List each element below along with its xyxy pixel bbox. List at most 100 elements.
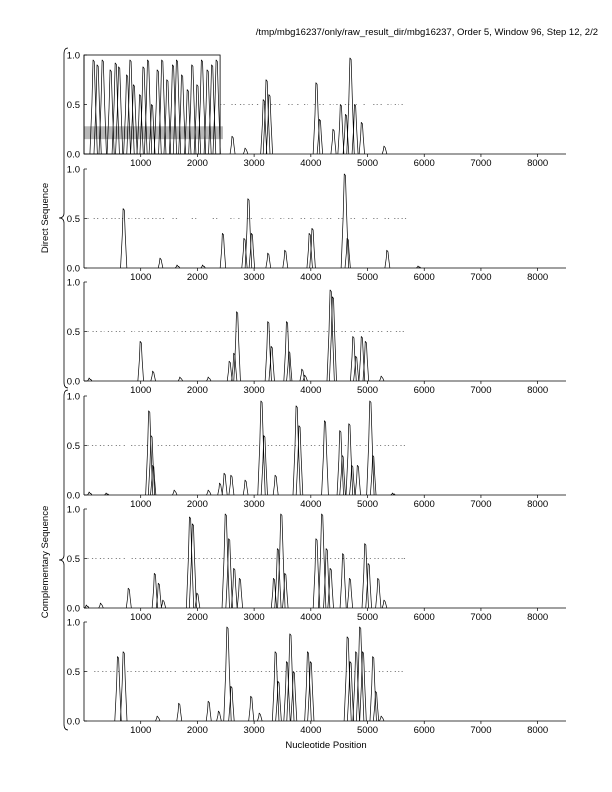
peak-mark [175,264,181,269]
x-tick-label: 7000 [470,272,491,283]
peak-mark [286,633,295,722]
peak-mark [236,577,243,609]
peak-mark [87,377,93,382]
y-tick-label: 0.5 [67,214,80,225]
peak-mark [151,573,158,609]
y-tick-label: 1.0 [67,618,80,629]
peak-mark [160,599,167,609]
peak-mark [312,82,321,155]
peak-mark [221,513,230,609]
panel-4: 0.0 0.5 1.0 1000 2000 3000 4000 5000 6000 7000 800… [67,392,566,510]
peak-mark [206,376,212,382]
peak-mark [330,128,337,155]
x-tick-label: 3000 [244,158,265,169]
peak-mark [306,233,313,269]
peak-mark [231,568,238,609]
peak-mark [344,237,351,269]
y-tick-label: 0.5 [67,100,80,111]
peak-mark [379,715,385,722]
x-tick-label: 5000 [357,725,378,736]
peak-mark [197,59,207,155]
peak-mark [264,321,272,382]
y-tick-label: 1.0 [67,392,80,403]
panel-6: 0.0 0.5 1.0 1000 2000 3000 4000 5000 6000 7000 800… [67,618,566,736]
peak-mark [307,661,315,722]
peak-mark [295,425,304,496]
peak-mark [318,513,327,609]
peak-mark [356,626,365,722]
peak-mark [277,513,286,609]
figure-header: /tmp/mbg16237/only/raw_result_dir/mbg162… [255,27,598,38]
peak-mark [203,69,212,155]
x-tick-label: 2000 [187,499,208,510]
peak-mark [353,355,360,382]
peak-mark [242,147,249,155]
y-tick-label: 0.0 [67,604,80,615]
peak-mark [354,464,361,496]
x-tick-label: 7000 [470,725,491,736]
peak-mark [120,208,128,269]
peak-mark [339,455,346,496]
y-tick-label: 1.0 [67,278,80,289]
x-tick-label: 2000 [187,612,208,623]
x-tick-label: 6000 [414,272,435,283]
peak-mark [136,94,144,155]
peak-mark [106,69,115,155]
y-tick-label: 0.5 [67,667,80,678]
peak-mark [163,79,172,155]
peak-mark [316,119,324,155]
peak-mark [176,702,183,722]
peak-mark [379,375,385,382]
peak-mark [157,257,164,269]
peak-mark [365,563,372,609]
peak-mark [228,474,235,496]
y-tick-label: 0.5 [67,441,80,452]
x-tick-label: 7000 [470,385,491,396]
peak-mark [244,198,253,269]
x-tick-label: 4000 [300,158,321,169]
peak-mark [126,59,135,155]
peak-mark [257,400,266,496]
peak-mark [111,62,120,155]
peak-mark [358,336,366,382]
y-tick-label: 0.0 [67,377,80,388]
panel-2: 0.0 0.5 1.0 1000 2000 3000 4000 5000 6000 7000 800… [67,165,566,283]
peak-mark [362,341,370,382]
peak-mark [137,341,144,382]
x-tick-label: 1000 [130,385,151,396]
peak-mark [359,651,367,722]
y-tick-label: 1.0 [67,505,80,516]
x-tick-label: 5000 [357,385,378,396]
peak-mark [323,548,331,609]
peak-mark [212,59,221,155]
peak-mark [327,568,334,609]
y-tick-label: 0.0 [67,717,80,728]
peak-mark [286,350,293,382]
peak-mark [283,321,291,382]
peak-mark [93,64,102,155]
peak-mark [337,104,345,155]
peak-mark [384,249,391,269]
peak-mark [115,66,124,155]
x-axis-label: Nucleotide Position [285,740,366,751]
peak-mark [248,233,255,269]
peak-mark [248,695,255,722]
y-tick-label: 0.0 [67,491,80,502]
peak-mark [262,79,271,155]
peak-mark [268,346,275,382]
peak-mark [390,492,396,496]
peak-mark [223,626,232,722]
peak-mark [299,368,306,382]
peak-mark [147,435,155,496]
x-tick-label: 8000 [527,725,548,736]
x-tick-label: 6000 [414,499,435,510]
peak-mark [358,121,365,155]
y-tick-label: 0.0 [67,264,80,275]
peak-mark [321,420,329,496]
x-tick-label: 8000 [527,499,548,510]
x-tick-label: 2000 [187,385,208,396]
peak-mark [188,64,197,155]
peak-mark [233,311,241,382]
peak-mark [381,599,388,609]
peak-mark [309,228,316,269]
